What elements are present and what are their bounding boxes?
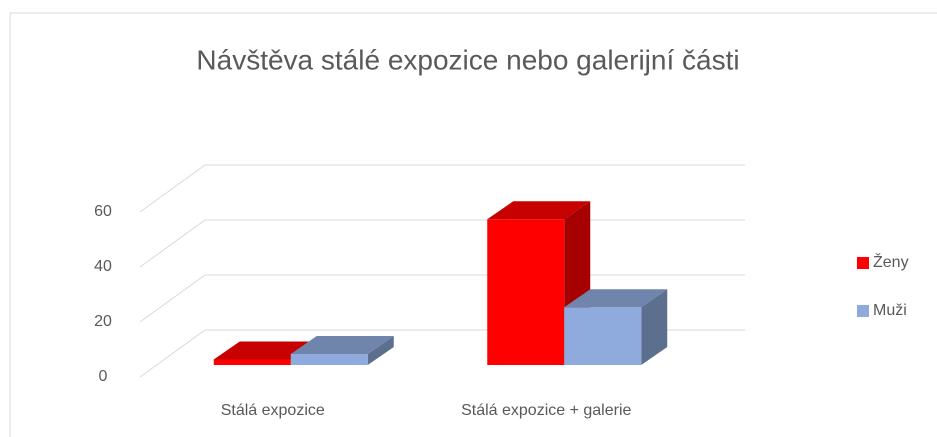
bar xyxy=(564,307,642,365)
bar xyxy=(290,354,368,365)
y-tick-label: 40 xyxy=(94,258,112,275)
y-tick-label: 0 xyxy=(99,368,108,385)
bar-top xyxy=(290,336,394,354)
legend-swatch xyxy=(857,257,869,269)
legend-swatch xyxy=(857,305,869,317)
bar xyxy=(487,219,565,365)
bar-top xyxy=(564,289,668,308)
x-tick-label: Stálá expozice xyxy=(221,402,325,419)
y-tick-label: 20 xyxy=(94,313,112,330)
x-tick-label: Stálá expozice + galerie xyxy=(461,402,631,419)
bar-side xyxy=(367,336,394,365)
legend-label: Ženy xyxy=(873,252,909,271)
bar-side xyxy=(641,289,668,365)
bar-top xyxy=(487,201,591,220)
chart-title: Návštěva stálé expozice nebo galerijní č… xyxy=(196,44,739,75)
bar xyxy=(213,359,291,365)
grid-line xyxy=(139,164,745,213)
chart-border xyxy=(9,12,937,437)
y-tick-label: 60 xyxy=(94,203,112,220)
legend-label: Muži xyxy=(873,302,907,319)
